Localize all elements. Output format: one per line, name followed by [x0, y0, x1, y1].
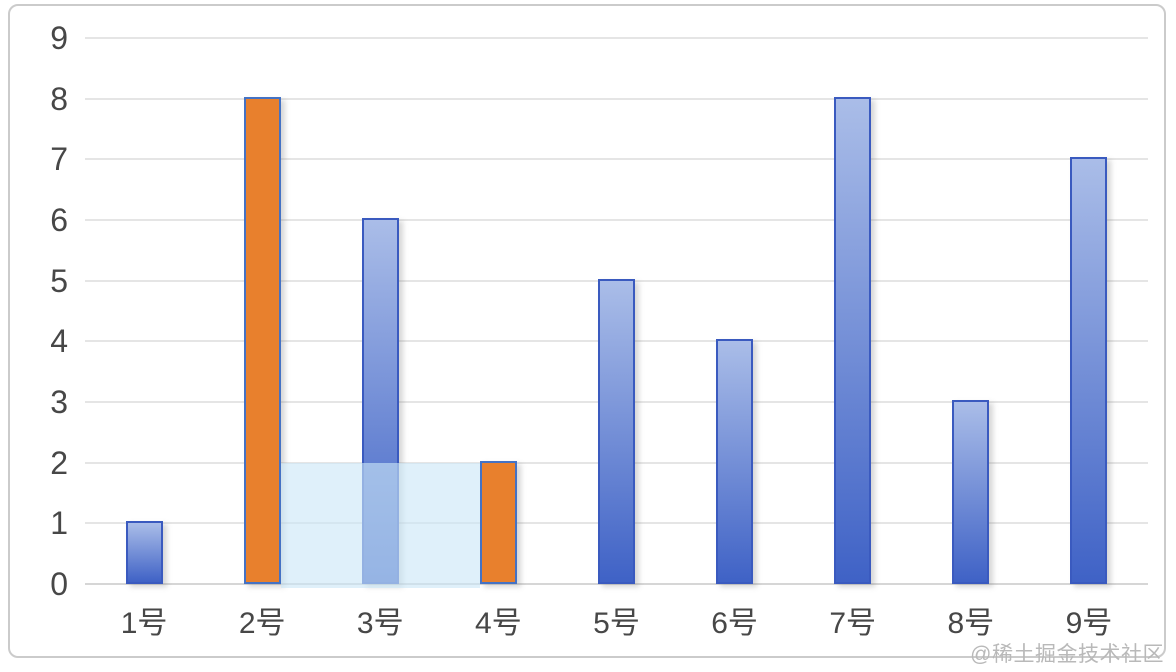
x-axis-label: 3号	[356, 607, 404, 640]
gridline	[85, 158, 1148, 161]
y-axis-tick-label: 6	[50, 202, 68, 238]
bar-1[interactable]	[125, 521, 163, 584]
bar-4[interactable]	[479, 460, 517, 584]
watermark-text: @稀土掘金技术社区	[970, 643, 1164, 666]
y-axis-tick-label: 4	[50, 323, 68, 360]
bar-7[interactable]	[834, 96, 872, 584]
gridline	[85, 97, 1148, 100]
brush-selection-region[interactable]	[280, 462, 480, 588]
y-axis-tick-label: 2	[50, 444, 68, 481]
bar-8[interactable]	[952, 400, 990, 584]
gridline	[85, 37, 1148, 39]
x-axis-label: 4号	[475, 607, 522, 640]
bar-2[interactable]	[243, 96, 281, 584]
gridline	[85, 583, 1148, 585]
y-axis-tick-label: 3	[50, 384, 68, 420]
x-axis-label: 6号	[711, 607, 758, 640]
x-axis-label: 7号	[829, 607, 877, 640]
y-axis-tick-label: 7	[50, 141, 68, 178]
x-axis: 1号 2号 3号 4号 5号 6号 7号 8号 9号	[85, 584, 1148, 642]
plot-area	[85, 37, 1148, 588]
x-axis-label: 1号	[120, 607, 168, 640]
bar-9[interactable]	[1070, 157, 1108, 584]
x-axis-label: 9号	[1065, 607, 1113, 640]
y-axis-tick-label: 9	[50, 20, 68, 56]
x-axis-label: 2号	[238, 607, 286, 640]
y-axis-tick-label: 1	[50, 505, 68, 542]
x-axis-label: 8号	[947, 607, 995, 640]
chart-card: 0 1 2 3 4 5 6 7 8 9 1号 2号 3号 4号 5号 6号 7号 8号 9号	[8, 4, 1166, 658]
gridline	[85, 219, 1148, 221]
bar-6[interactable]	[716, 339, 754, 584]
y-axis-tick-label: 0	[50, 566, 68, 602]
bar-5[interactable]	[598, 278, 635, 584]
y-axis: 0 1 2 3 4 5 6 7 8 9	[10, 20, 68, 602]
y-axis-tick-label: 8	[50, 80, 68, 117]
y-axis-tick-label: 5	[50, 262, 68, 299]
x-axis-label: 5号	[593, 607, 640, 640]
